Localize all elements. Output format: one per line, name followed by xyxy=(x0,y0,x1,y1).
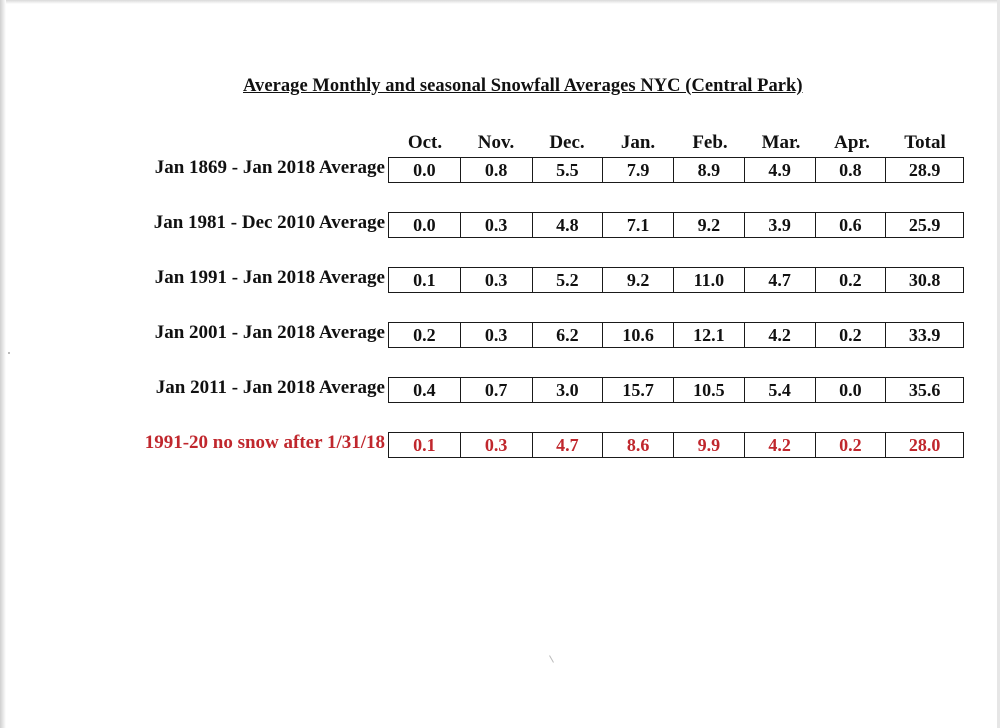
scan-edge-top xyxy=(0,0,1000,4)
scan-edge-left xyxy=(0,0,6,728)
cell-oct: 0.2 xyxy=(389,323,461,347)
column-header-feb: Feb. xyxy=(692,132,728,153)
column-header-apr: Apr. xyxy=(834,132,870,153)
table-row: 0.0 0.3 4.8 7.1 9.2 3.9 0.6 25.9 xyxy=(388,212,964,238)
cell-total: 35.6 xyxy=(908,380,941,400)
table-row: 0.1 0.3 5.2 9.2 11.0 4.7 0.2 30.8 xyxy=(388,267,964,293)
cell-feb: 11.0 xyxy=(674,268,745,292)
cell-feb: 9.9 xyxy=(674,433,745,457)
page-title: Average Monthly and seasonal Snowfall Av… xyxy=(243,76,803,96)
cell-mar: 4.9 xyxy=(745,158,816,182)
scan-speck xyxy=(549,655,554,663)
cell-mar: 4.2 xyxy=(745,433,816,457)
cell-total: 33.9 xyxy=(908,325,941,345)
cell-mar: 3.9 xyxy=(745,213,816,237)
cell-dec: 4.8 xyxy=(533,213,604,237)
cell-jan: 15.7 xyxy=(603,378,674,402)
cell-apr: 0.2 xyxy=(816,323,887,347)
cell-nov: 0.3 xyxy=(461,213,533,237)
cell-apr: 0.8 xyxy=(816,158,887,182)
cell-nov: 0.3 xyxy=(461,323,533,347)
cell-nov: 0.3 xyxy=(461,268,533,292)
cell-apr: 0.2 xyxy=(816,433,887,457)
cell-oct: 0.0 xyxy=(389,213,461,237)
cell-oct: 0.1 xyxy=(389,268,461,292)
cell-dec: 5.2 xyxy=(533,268,604,292)
cell-apr: 0.0 xyxy=(816,378,887,402)
row-label-1991-2018: Jan 1991 - Jan 2018 Average xyxy=(154,267,385,288)
cell-apr: 0.2 xyxy=(816,268,887,292)
cell-oct: 0.0 xyxy=(389,158,461,182)
cell-feb: 8.9 xyxy=(674,158,745,182)
cell-feb: 12.1 xyxy=(674,323,745,347)
table-row: 0.2 0.3 6.2 10.6 12.1 4.2 0.2 33.9 xyxy=(388,322,964,348)
cell-jan: 7.9 xyxy=(603,158,674,182)
cell-total: 28.9 xyxy=(908,160,941,180)
cell-mar: 4.7 xyxy=(745,268,816,292)
cell-oct: 0.4 xyxy=(389,378,461,402)
column-header-mar: Mar. xyxy=(761,132,801,153)
table-row: 0.4 0.7 3.0 15.7 10.5 5.4 0.0 35.6 xyxy=(388,377,964,403)
cell-nov: 0.3 xyxy=(461,433,533,457)
cell-dec: 6.2 xyxy=(533,323,604,347)
cell-total: 28.0 xyxy=(908,435,941,455)
cell-dec: 3.0 xyxy=(533,378,604,402)
cell-total: 30.8 xyxy=(908,270,941,290)
cell-dec: 5.5 xyxy=(533,158,604,182)
row-label-1869-2018: Jan 1869 - Jan 2018 Average xyxy=(154,157,385,178)
row-label-2001-2018: Jan 2001 - Jan 2018 Average xyxy=(154,322,385,343)
cell-total: 25.9 xyxy=(908,215,941,235)
column-header-jan: Jan. xyxy=(620,132,656,153)
cell-mar: 4.2 xyxy=(745,323,816,347)
cell-feb: 10.5 xyxy=(674,378,745,402)
table-row-highlighted: 0.1 0.3 4.7 8.6 9.9 4.2 0.2 28.0 xyxy=(388,432,964,458)
cell-jan: 10.6 xyxy=(603,323,674,347)
cell-apr: 0.6 xyxy=(816,213,887,237)
column-header-nov: Nov. xyxy=(477,132,515,153)
cell-mar: 5.4 xyxy=(745,378,816,402)
table-row: 0.0 0.8 5.5 7.9 8.9 4.9 0.8 28.9 xyxy=(388,157,964,183)
cell-jan: 8.6 xyxy=(603,433,674,457)
column-header-oct: Oct. xyxy=(407,132,443,153)
column-header-total: Total xyxy=(904,132,946,153)
cell-feb: 9.2 xyxy=(674,213,745,237)
cell-jan: 9.2 xyxy=(603,268,674,292)
cell-oct: 0.1 xyxy=(389,433,461,457)
row-label-1981-2010: Jan 1981 - Dec 2010 Average xyxy=(153,212,385,233)
row-label-2011-2018: Jan 2011 - Jan 2018 Average xyxy=(155,377,385,398)
cell-dec: 4.7 xyxy=(533,433,604,457)
scan-edge-right xyxy=(997,0,1000,728)
cell-nov: 0.8 xyxy=(461,158,533,182)
column-header-dec: Dec. xyxy=(549,132,585,153)
cell-jan: 7.1 xyxy=(603,213,674,237)
scan-speck xyxy=(8,352,10,354)
cell-nov: 0.7 xyxy=(461,378,533,402)
row-label-1991-2020-no-snow: 1991-20 no snow after 1/31/18 xyxy=(144,432,385,453)
